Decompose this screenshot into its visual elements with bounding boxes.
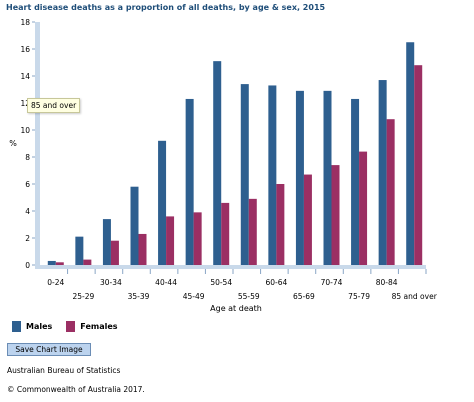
legend-label-males: Males xyxy=(26,322,53,331)
x-tick-label: 70-74 xyxy=(321,278,343,287)
chart-title: Heart disease deaths as a proportion of … xyxy=(6,3,326,12)
y-axis-line xyxy=(35,22,40,265)
bar-females[interactable] xyxy=(221,202,230,265)
bar-females[interactable] xyxy=(359,151,368,265)
x-tick-label: 60-64 xyxy=(265,278,287,287)
y-tick-label: 4 xyxy=(25,207,30,216)
y-tick-label: 2 xyxy=(25,234,30,243)
x-tick-label: 30-34 xyxy=(100,278,122,287)
bar-females[interactable] xyxy=(276,184,285,265)
source-text: Australian Bureau of Statistics xyxy=(7,366,121,375)
y-tick-label: 16 xyxy=(20,45,30,54)
bar-males[interactable] xyxy=(130,186,139,265)
bar-females[interactable] xyxy=(248,198,257,265)
y-tick-label: 0 xyxy=(25,261,30,270)
category-tooltip: 85 and over xyxy=(27,98,81,113)
x-tick-label: 25-29 xyxy=(72,292,94,301)
x-tick-label: 65-69 xyxy=(293,292,315,301)
x-tick-label: 75-79 xyxy=(348,292,370,301)
y-axis-title: % xyxy=(9,139,17,148)
bar-males[interactable] xyxy=(351,98,360,265)
bar-females[interactable] xyxy=(414,65,423,265)
x-tick-label: 80-84 xyxy=(376,278,398,287)
bar-females[interactable] xyxy=(386,119,395,265)
bar-males[interactable] xyxy=(295,90,304,265)
bar-males[interactable] xyxy=(213,61,222,266)
bar-males[interactable] xyxy=(185,98,194,265)
save-chart-image-button[interactable]: Save Chart Image xyxy=(7,343,91,356)
bar-females[interactable] xyxy=(55,262,64,265)
bar-females[interactable] xyxy=(166,216,175,265)
legend: Males Females xyxy=(12,321,118,332)
y-tick-label: 10 xyxy=(20,126,30,135)
bar-chart: 0 2 4 6 8 10 12 14 16 18 0-24 25-29 30-34 35-39 40-44 4… xyxy=(9,18,438,313)
bar-males[interactable] xyxy=(75,236,84,265)
x-tick-label: 85 and over xyxy=(392,292,438,301)
bar-males[interactable] xyxy=(323,90,332,265)
legend-swatch-males xyxy=(12,321,21,332)
x-axis-line xyxy=(35,265,426,269)
legend-item-females[interactable]: Females xyxy=(66,321,118,332)
copyright-text: © Commonwealth of Australia 2017. xyxy=(7,385,145,394)
bar-males[interactable] xyxy=(158,140,167,265)
y-tick-label: 6 xyxy=(25,180,30,189)
legend-swatch-females xyxy=(66,321,76,332)
bar-males[interactable] xyxy=(268,85,277,265)
y-tick-label: 8 xyxy=(25,153,30,162)
bar-males[interactable] xyxy=(102,219,111,265)
bar-females[interactable] xyxy=(83,259,92,265)
x-axis-title: Age at death xyxy=(210,304,262,313)
y-tick-label: 14 xyxy=(20,72,30,81)
bar-females[interactable] xyxy=(138,233,147,265)
bar-males[interactable] xyxy=(240,84,249,265)
x-tick-label: 40-44 xyxy=(155,278,177,287)
legend-label-females: Females xyxy=(80,322,118,331)
bar-females[interactable] xyxy=(303,174,312,265)
legend-item-males[interactable]: Males xyxy=(12,321,52,332)
bar-females[interactable] xyxy=(193,212,202,265)
bar-females[interactable] xyxy=(110,240,119,265)
x-tick-label: 55-59 xyxy=(238,292,260,301)
x-tick-label: 50-54 xyxy=(210,278,232,287)
x-tick-label: 0-24 xyxy=(47,278,64,287)
bar-males[interactable] xyxy=(378,80,387,265)
bar-females[interactable] xyxy=(331,165,340,265)
x-tick-label: 35-39 xyxy=(128,292,150,301)
bar-males[interactable] xyxy=(406,42,415,265)
y-tick-label: 12 xyxy=(20,99,30,108)
x-tick-label: 45-49 xyxy=(183,292,205,301)
y-tick-label: 18 xyxy=(20,18,30,27)
bar-males[interactable] xyxy=(47,260,56,265)
